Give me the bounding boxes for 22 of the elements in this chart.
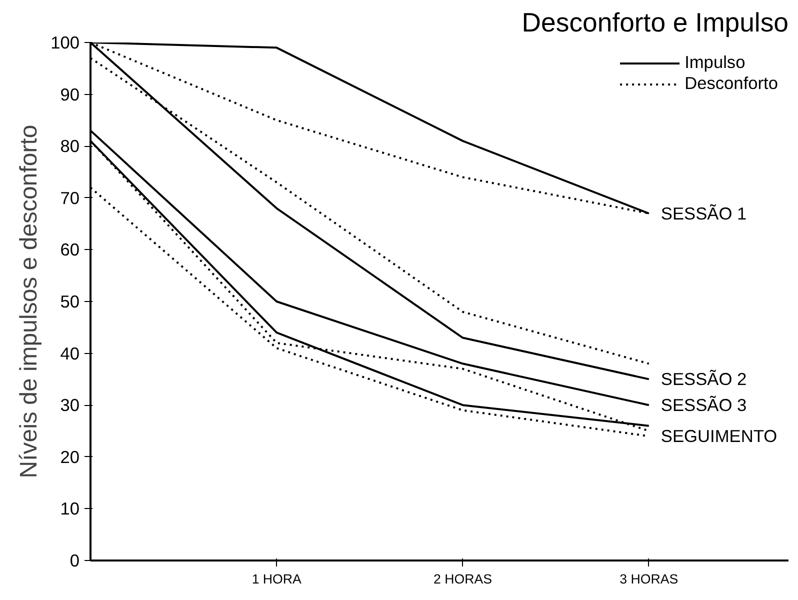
annotation: SEGUIMENTO bbox=[660, 426, 778, 446]
annotation: SESSÃO 1 bbox=[660, 203, 747, 224]
x-tick-label: 1 HORA bbox=[252, 572, 302, 586]
annotation: SESSÃO 2 bbox=[660, 369, 747, 390]
x-tick-label: 3 HORAS bbox=[620, 572, 678, 586]
y-tick-label: 20 bbox=[60, 446, 80, 467]
annotation: SESSÃO 3 bbox=[660, 395, 747, 416]
legend-label: Impulso bbox=[684, 52, 746, 73]
legend-label: Desconforto bbox=[684, 73, 778, 94]
y-tick-label: 10 bbox=[60, 498, 80, 519]
x-tick-label: 2 HORAS bbox=[434, 572, 492, 586]
y-tick-label: 70 bbox=[60, 188, 80, 208]
y-tick-label: 50 bbox=[60, 292, 80, 312]
y-tick-label: 100 bbox=[50, 32, 80, 52]
y-axis-title: Níveis de impulsos e desconforto bbox=[16, 124, 43, 478]
y-tick-label: 0 bbox=[70, 550, 80, 570]
y-tick-label: 40 bbox=[60, 343, 80, 364]
y-tick-label: 90 bbox=[60, 84, 80, 104]
y-tick-label: 30 bbox=[60, 395, 80, 416]
y-tick-label: 60 bbox=[60, 240, 80, 260]
chart-title: Desconforto e Impulso bbox=[522, 8, 789, 38]
y-tick-label: 80 bbox=[60, 136, 80, 156]
